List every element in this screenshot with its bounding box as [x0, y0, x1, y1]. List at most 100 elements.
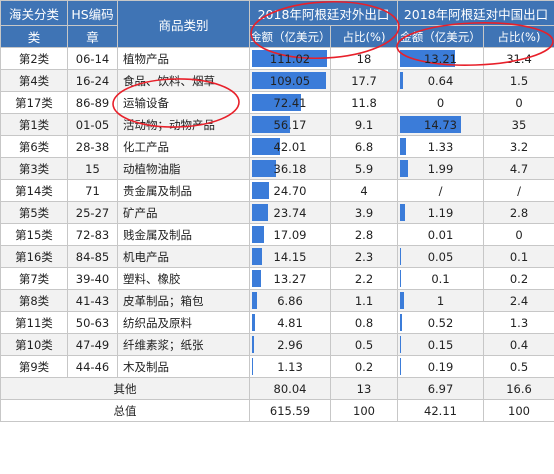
- cell-hs-chapter: 01-05: [67, 113, 118, 136]
- cell-world-amount: 36.18: [249, 157, 331, 180]
- cell-china-share: 0: [483, 91, 554, 114]
- cell-china-amount: 1: [397, 289, 484, 312]
- china-amount-bar: [400, 138, 406, 155]
- cell-world-share: 2.3: [330, 245, 398, 268]
- table-row: 第15类 72-83 贱金属及制品 17.09 2.8 0.01 0: [0, 223, 554, 246]
- cell-world-amount-value: 2.96: [277, 337, 303, 352]
- cell-world-amount: 111.02: [249, 47, 331, 70]
- cell-class: 第15类: [0, 223, 68, 246]
- cell-china-amount: 0: [397, 91, 484, 114]
- cell-world-amount-value: 4.81: [277, 315, 303, 330]
- cell-china-share: 0.5: [483, 355, 554, 378]
- cell-china-share: 3.2: [483, 135, 554, 158]
- total-row-china-share: 100: [483, 399, 554, 422]
- cell-china-amount: 1.19: [397, 201, 484, 224]
- china-amount-bar: [400, 204, 405, 221]
- world-amount-bar: [252, 226, 264, 243]
- cell-goods: 木及制品: [117, 355, 250, 378]
- table-row: 第11类 50-63 纺织品及原料 4.81 0.8 0.52 1.3: [0, 311, 554, 334]
- cell-world-share: 3.9: [330, 201, 398, 224]
- cell-china-amount: 14.73: [397, 113, 484, 136]
- cell-hs-chapter: 47-49: [67, 333, 118, 356]
- cell-china-amount-value: 0.19: [427, 359, 454, 374]
- cell-goods: 贱金属及制品: [117, 223, 250, 246]
- cell-world-share: 1.1: [330, 289, 398, 312]
- other-row-china-amount: 6.97: [397, 377, 484, 400]
- cell-goods: 皮革制品；箱包: [117, 289, 250, 312]
- cell-class: 第1类: [0, 113, 68, 136]
- cell-hs-chapter: 06-14: [67, 47, 118, 70]
- table-row: 第8类 41-43 皮革制品；箱包 6.86 1.1 1 2.4: [0, 289, 554, 312]
- table-body: 第2类 06-14 植物产品 111.02 18 13.21 31.4 第4类 16-24 食品、…: [0, 47, 554, 422]
- total-row-china-amount: 42.11: [397, 399, 484, 422]
- cell-china-share: 0.4: [483, 333, 554, 356]
- total-row-world-share: 100: [330, 399, 398, 422]
- cell-china-share: 1.3: [483, 311, 554, 334]
- cell-goods: 纺织品及原料: [117, 311, 250, 334]
- cell-class: 第17类: [0, 91, 68, 114]
- cell-hs-chapter: 86-89: [67, 91, 118, 114]
- cell-china-amount-value: 0.1: [431, 271, 450, 286]
- cell-goods: 食品、饮料、烟草: [117, 69, 250, 92]
- cell-goods: 机电产品: [117, 245, 250, 268]
- china-amount-bar: [400, 336, 401, 353]
- cell-world-share: 0.2: [330, 355, 398, 378]
- cell-goods: 运输设备: [117, 91, 250, 114]
- cell-china-share: 1.5: [483, 69, 554, 92]
- cell-world-amount: 4.81: [249, 311, 331, 334]
- cell-world-amount-value: 111.02: [269, 51, 311, 66]
- table-row: 第10类 47-49 纤维素浆；纸张 2.96 0.5 0.15 0.4: [0, 333, 554, 356]
- cell-china-share: 4.7: [483, 157, 554, 180]
- world-amount-bar: [252, 138, 281, 155]
- cell-world-share: 17.7: [330, 69, 398, 92]
- header-export-china: 2018年阿根廷对中国出口: [397, 0, 554, 26]
- china-amount-bar: [400, 116, 461, 133]
- cell-class: 第11类: [0, 311, 68, 334]
- table-row: 第7类 39-40 塑料、橡胶 13.27 2.2 0.1 0.2: [0, 267, 554, 290]
- cell-goods: 活动物；动物产品: [117, 113, 250, 136]
- table-row: 第17类 86-89 运输设备 72.41 11.8 0 0: [0, 91, 554, 114]
- other-row-label: 其他: [0, 377, 250, 400]
- cell-hs-chapter: 44-46: [67, 355, 118, 378]
- cell-china-amount-value: 0.01: [427, 227, 454, 242]
- total-row: 总值 615.59 100 42.11 100: [0, 399, 554, 422]
- china-amount-bar: [400, 160, 409, 177]
- table-row: 第9类 44-46 木及制品 1.13 0.2 0.19 0.5: [0, 355, 554, 378]
- cell-china-amount-value: 1.19: [427, 205, 454, 220]
- table-row: 第1类 01-05 活动物；动物产品 56.17 9.1 14.73 35: [0, 113, 554, 136]
- world-amount-bar: [252, 292, 257, 309]
- cell-china-amount-value: 0.64: [427, 73, 454, 88]
- cell-world-amount: 2.96: [249, 333, 331, 356]
- cell-china-amount: 1.99: [397, 157, 484, 180]
- cell-goods: 纤维素浆；纸张: [117, 333, 250, 356]
- world-amount-bar: [252, 336, 254, 353]
- cell-world-amount-value: 6.86: [277, 293, 303, 308]
- table-row: 第3类 15 动植物油脂 36.18 5.9 1.99 4.7: [0, 157, 554, 180]
- header-category: 海关分类: [0, 0, 68, 26]
- cell-china-amount: 13.21: [397, 47, 484, 70]
- cell-world-amount: 6.86: [249, 289, 331, 312]
- header-china-amount: 金额（亿美元）: [397, 25, 484, 48]
- world-amount-bar: [252, 72, 326, 89]
- cell-china-amount: 0.05: [397, 245, 484, 268]
- cell-world-amount: 72.41: [249, 91, 331, 114]
- cell-world-share: 2.2: [330, 267, 398, 290]
- cell-china-amount: 0.01: [397, 223, 484, 246]
- cell-china-amount-value: /: [438, 183, 443, 198]
- world-amount-bar: [252, 204, 269, 221]
- cell-class: 第8类: [0, 289, 68, 312]
- cell-china-amount-value: 14.73: [424, 117, 457, 132]
- cell-world-share: 2.8: [330, 223, 398, 246]
- cell-china-amount: 1.33: [397, 135, 484, 158]
- cell-world-share: 9.1: [330, 113, 398, 136]
- header-goods: 商品类别: [117, 0, 250, 48]
- total-row-label: 总值: [0, 399, 250, 422]
- cell-goods: 化工产品: [117, 135, 250, 158]
- cell-world-share: 4: [330, 179, 398, 202]
- cell-hs-chapter: 50-63: [67, 311, 118, 334]
- cell-world-amount-value: 23.74: [273, 205, 307, 220]
- cell-china-share: 0: [483, 223, 554, 246]
- other-row-china-share: 16.6: [483, 377, 554, 400]
- header-export-world: 2018年阿根廷对外出口: [249, 0, 398, 26]
- cell-china-share: 2.8: [483, 201, 554, 224]
